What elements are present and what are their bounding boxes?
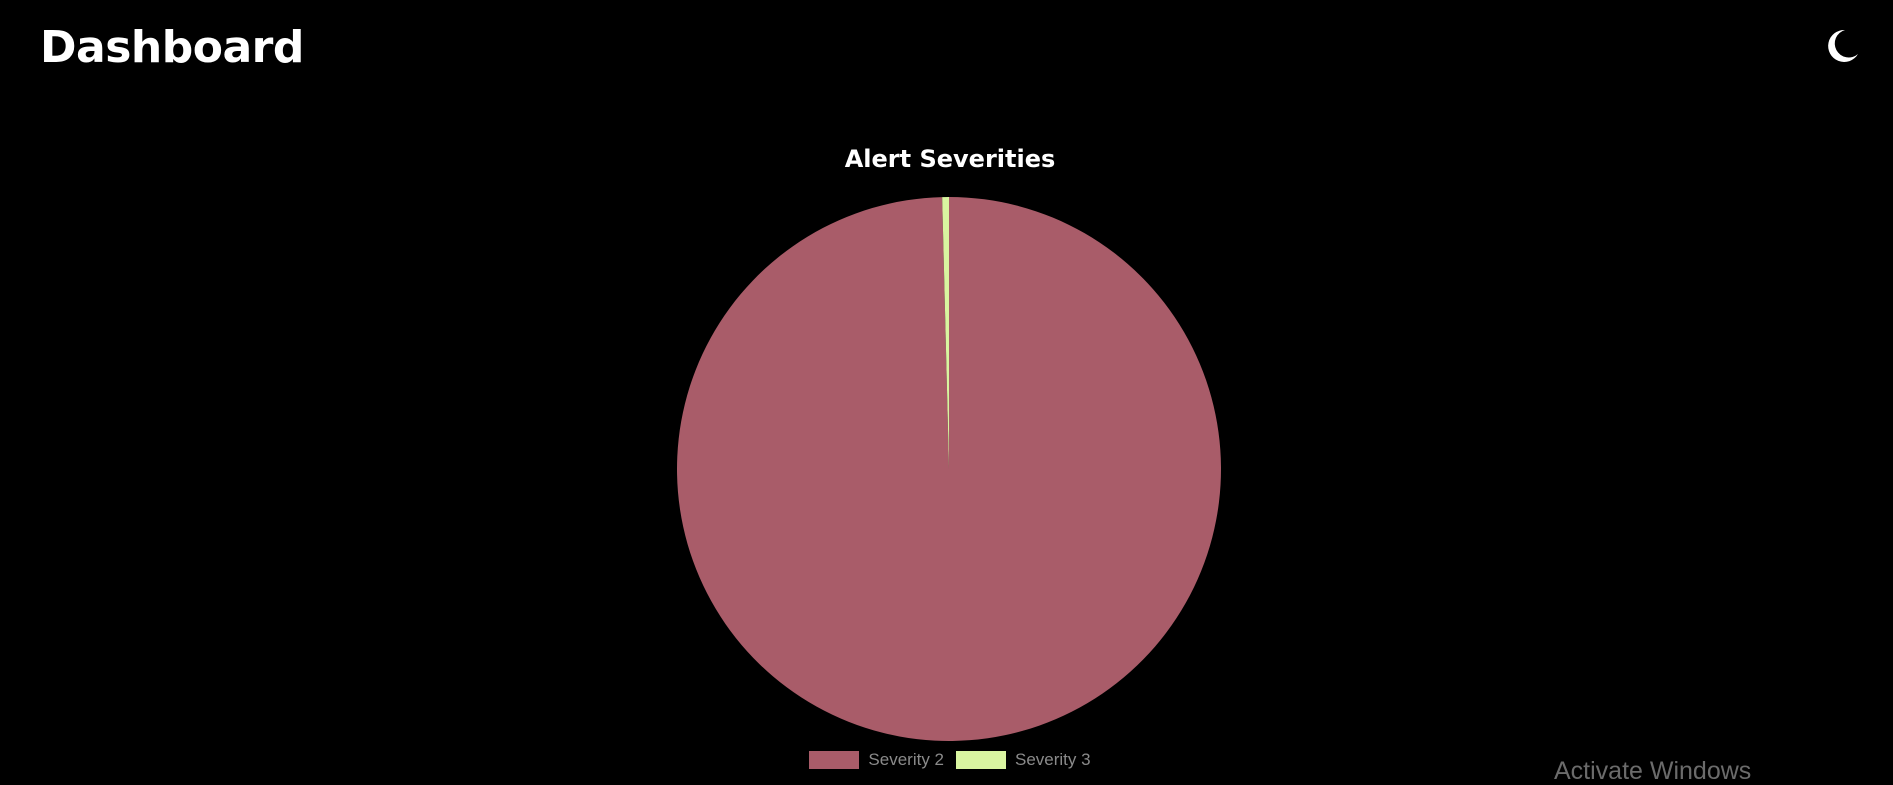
legend-swatch-severity-2 xyxy=(809,751,860,769)
pie-slice-severity-3[interactable] xyxy=(942,197,949,469)
theme-toggle-button[interactable] xyxy=(1822,26,1862,66)
chart-legend: Severity 2 Severity 3 xyxy=(0,750,1893,770)
legend-swatch-severity-3 xyxy=(956,751,1006,769)
moon-icon xyxy=(1828,29,1858,62)
pie-slice-severity-2[interactable] xyxy=(677,197,1222,741)
page-title: Dashboard xyxy=(40,22,304,73)
chart-title: Alert Severities xyxy=(844,145,1056,173)
legend-item-severity-3[interactable]: Severity 3 xyxy=(956,750,1091,770)
legend-item-severity-2[interactable]: Severity 2 xyxy=(809,750,944,770)
activate-windows-watermark: Activate Windows xyxy=(1554,757,1752,785)
legend-label-severity-2: Severity 2 xyxy=(868,750,944,769)
legend-label-severity-3: Severity 3 xyxy=(1015,750,1091,769)
